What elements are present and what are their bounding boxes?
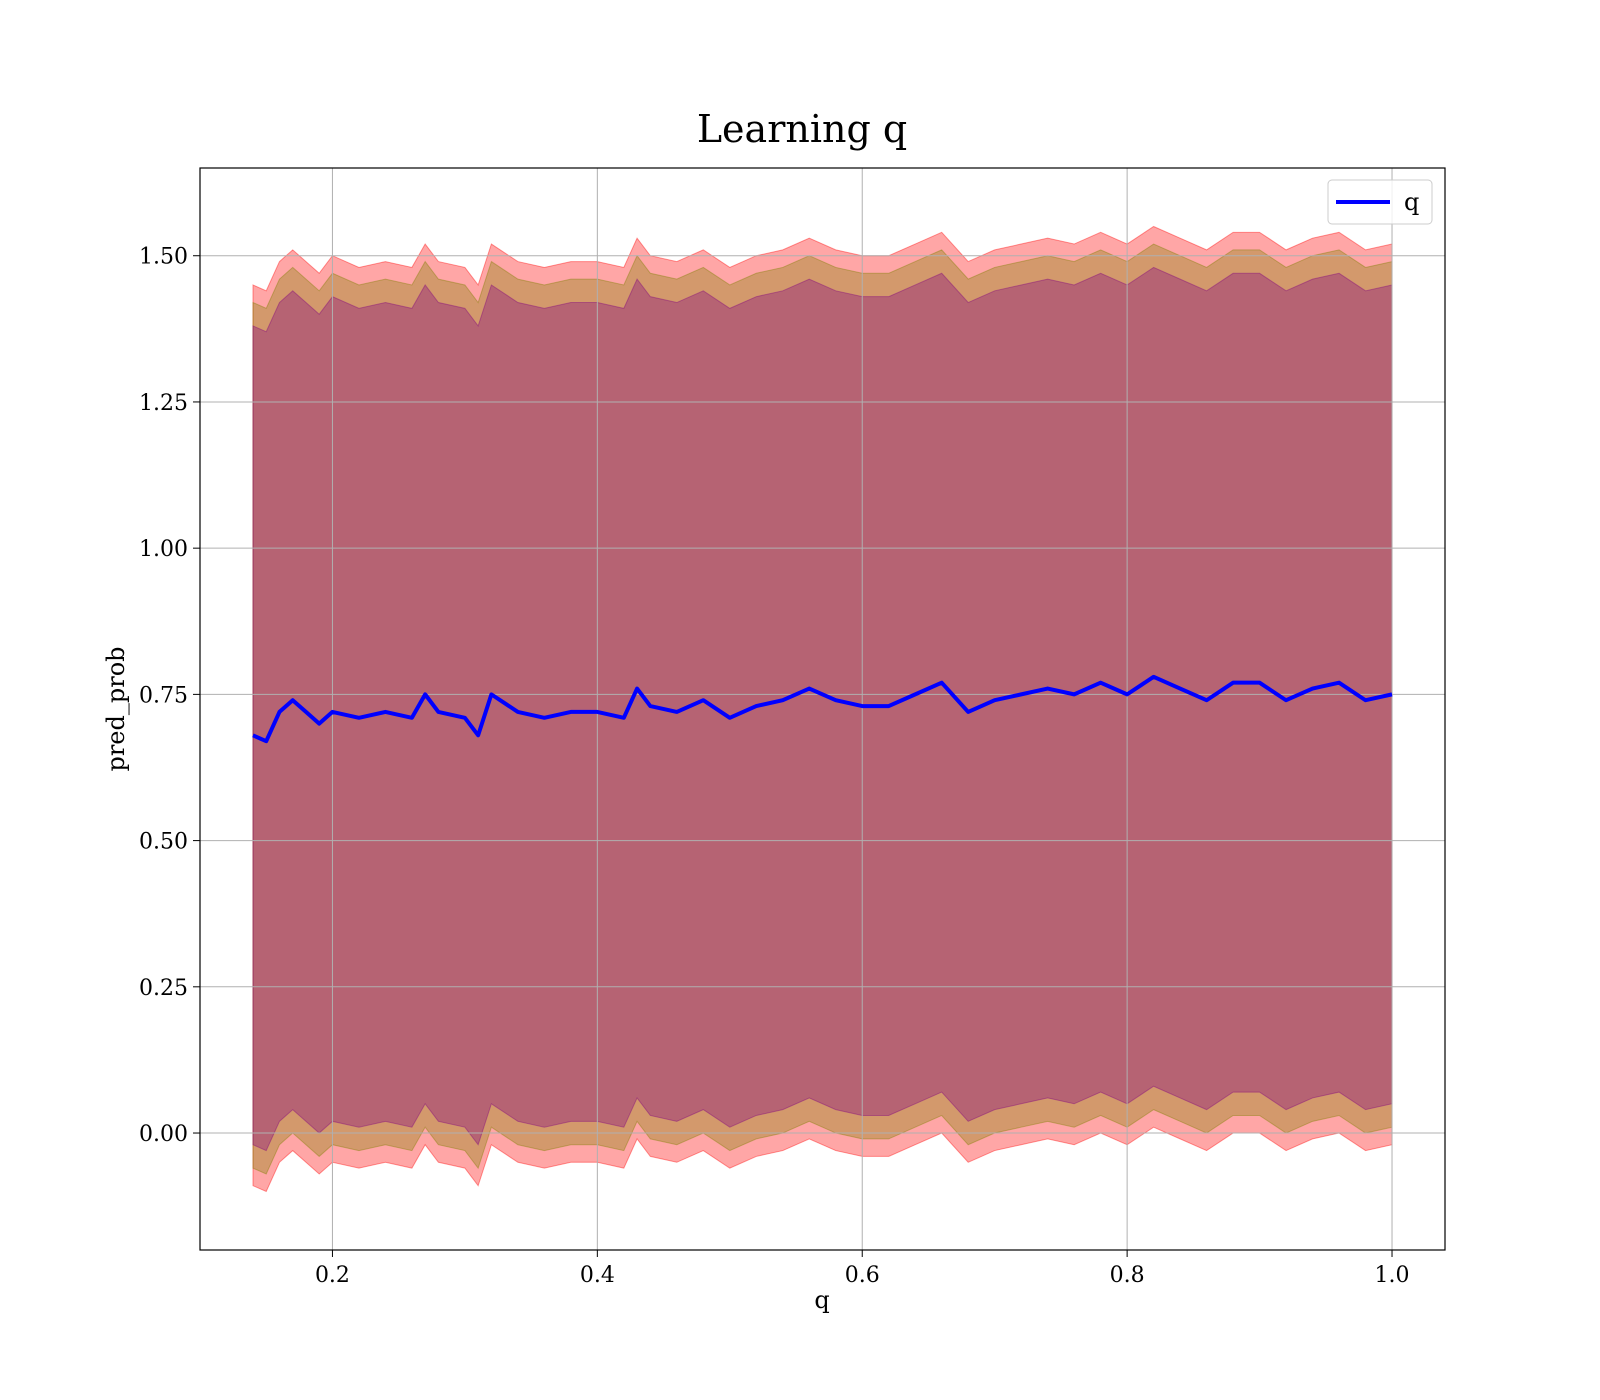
x-tick-label-3: 0.8 xyxy=(1110,1263,1145,1288)
series-line-0 xyxy=(252,674,1393,744)
x-tick-label-0: 0.2 xyxy=(315,1263,350,1288)
y-tick-label-5: 1.25 xyxy=(139,391,188,416)
y-tick-label-2: 0.50 xyxy=(139,830,188,855)
axis-ticks: 0.2 0.4 0.6 0.8 1.0 0.00 0.25 0.50 0.75 1.00 1.25 1… xyxy=(139,245,1410,1288)
chart-title: Learning q xyxy=(697,107,907,151)
confidence-bands xyxy=(252,225,1393,1193)
y-tick-label-3: 0.75 xyxy=(139,683,188,708)
legend-label-q: q xyxy=(1404,188,1419,216)
y-tick-label-0: 0.00 xyxy=(139,1122,188,1147)
x-tick-label-2: 0.6 xyxy=(845,1263,880,1288)
y-tick-label-6: 1.50 xyxy=(139,245,188,270)
y-axis-label: pred_prob xyxy=(102,646,130,771)
x-axis-label: q xyxy=(814,1286,829,1314)
y-tick-label-4: 1.00 xyxy=(139,537,188,562)
x-tick-label-4: 1.0 xyxy=(1375,1263,1410,1288)
x-tick-label-1: 0.4 xyxy=(580,1263,615,1288)
plot-frame xyxy=(199,167,1446,1251)
band-2 xyxy=(252,266,1393,1152)
series-lines xyxy=(252,674,1393,744)
legend: q xyxy=(1327,179,1433,225)
y-tick-label-1: 0.25 xyxy=(139,976,188,1001)
